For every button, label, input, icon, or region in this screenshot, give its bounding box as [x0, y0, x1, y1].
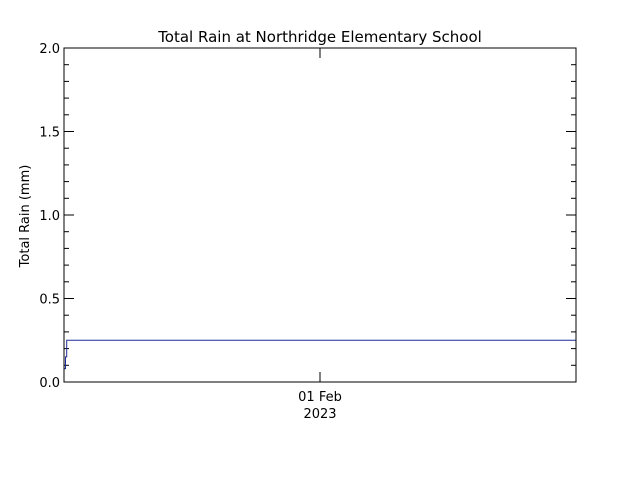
x-tick-label: 01 Feb — [298, 390, 342, 405]
y-tick-label: 1.5 — [39, 126, 60, 141]
chart-title: Total Rain at Northridge Elementary Scho… — [157, 28, 482, 46]
y-axis-title: Total Rain (mm) — [18, 165, 33, 269]
x-tick-sublabel: 2023 — [303, 407, 336, 422]
axis-ticks — [64, 47, 576, 383]
y-tick-label: 2.0 — [39, 42, 60, 57]
tick-labels: 0.0 0.5 1.0 1.5 2.0 01 Feb 2023 — [39, 42, 342, 422]
y-tick-label: 0.5 — [39, 293, 60, 308]
y-tick-label: 1.0 — [39, 209, 60, 224]
rain-series-line — [64, 339, 576, 370]
plot-frame — [63, 47, 577, 383]
y-tick-label: 0.0 — [39, 376, 60, 391]
series-layer — [64, 339, 576, 370]
